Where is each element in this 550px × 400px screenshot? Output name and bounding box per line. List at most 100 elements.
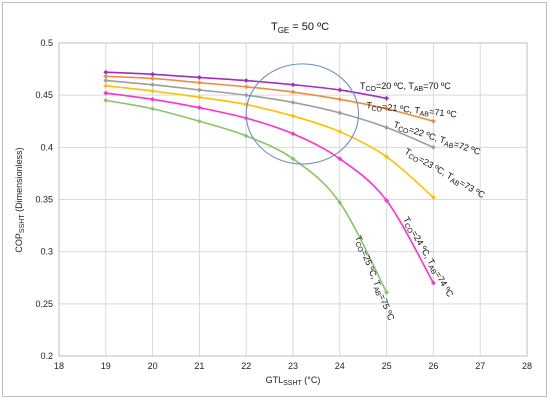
data-point xyxy=(337,156,343,162)
y-tick-label: 0.25 xyxy=(35,299,53,309)
y-tick-label: 0.45 xyxy=(35,90,53,100)
data-point xyxy=(150,71,155,77)
curve-label-part: T xyxy=(392,119,401,130)
data-point xyxy=(384,125,389,130)
y-tick-label: 0.4 xyxy=(40,142,53,152)
data-point xyxy=(337,87,343,93)
data-point xyxy=(337,110,343,116)
x-tick-label: 25 xyxy=(382,361,392,371)
data-point xyxy=(103,69,109,75)
data-point xyxy=(431,118,436,124)
data-point xyxy=(150,96,155,102)
x-tick-label: 28 xyxy=(522,361,532,371)
curve-label-part: AB xyxy=(449,177,461,188)
chart-title: TGE = 50 ºC xyxy=(271,21,329,35)
y-tick-label: 0.2 xyxy=(40,351,53,361)
x-tick-label: 26 xyxy=(428,361,438,371)
x-tick-label: 19 xyxy=(101,361,111,371)
data-point xyxy=(103,83,109,89)
data-point xyxy=(197,94,202,100)
curve-label-part: =71 ºC xyxy=(429,107,458,120)
y-tick-label: 0.5 xyxy=(40,38,53,48)
data-point xyxy=(150,82,155,88)
x-tick-labels: 18 19 20 21 22 23 24 25 26 27 28 xyxy=(54,361,532,371)
highlight-ellipse xyxy=(245,63,360,165)
y-tick-labels: 0.2 0.25 0.3 0.35 0.4 0.45 0.5 xyxy=(35,38,53,361)
data-point xyxy=(384,95,389,101)
data-point xyxy=(197,118,202,124)
x-axis-label: GTLSSHT (°C) xyxy=(266,375,321,387)
data-point xyxy=(337,200,343,206)
data-point xyxy=(197,75,202,80)
curve-label-part: =25 ºC, T xyxy=(359,249,383,288)
data-point xyxy=(197,80,202,86)
series-line-2 xyxy=(105,75,434,123)
x-tick-label: 22 xyxy=(241,361,251,371)
data-point xyxy=(431,280,436,286)
x-tick-label: 18 xyxy=(54,361,64,371)
curve-label-1: TCO=20 ºC, TAB=70 ºC xyxy=(360,81,451,93)
curve-label-part: =70 ºC xyxy=(423,81,451,91)
data-point xyxy=(290,156,296,162)
series-points xyxy=(103,69,436,295)
curve-label-2: TCO=21 ºC, TAB=71 ºC xyxy=(366,100,458,121)
curve-label-part: =23 ºC, T xyxy=(417,154,455,182)
curve-label-part: AB xyxy=(414,86,424,93)
y-tick-label: 0.3 xyxy=(40,247,53,257)
curve-label-part: =73 ºC xyxy=(458,178,487,201)
data-point xyxy=(243,102,249,107)
data-point xyxy=(431,195,436,200)
curve-label-part: AB xyxy=(371,286,381,298)
data-point xyxy=(290,113,296,119)
data-point xyxy=(431,144,436,150)
data-point xyxy=(384,106,389,112)
curve-label-part: =74 ºC xyxy=(433,270,456,299)
data-point xyxy=(243,133,249,139)
curve-label-6: TCO=25 ºC, TAB=75 ºC xyxy=(351,234,396,323)
curve-label-part: CO xyxy=(397,126,410,136)
series-line-5 xyxy=(105,92,435,284)
x-tick-label: 24 xyxy=(335,361,345,371)
curve-label-part: T xyxy=(403,146,413,158)
curve-label-5: TCO=24 ºC, TAB=74 ºC xyxy=(400,215,456,300)
data-point xyxy=(290,82,296,88)
y-axis-label: COPSSHT (Dimensionless) xyxy=(14,147,26,252)
data-point xyxy=(290,89,296,95)
data-point xyxy=(103,97,109,103)
data-point xyxy=(150,106,155,112)
data-point xyxy=(384,289,389,295)
series-line-3 xyxy=(105,79,434,149)
data-point xyxy=(384,198,389,203)
data-point xyxy=(243,78,249,83)
data-point xyxy=(290,100,296,105)
data-point xyxy=(243,92,249,98)
data-point xyxy=(337,129,343,135)
data-point xyxy=(150,76,155,81)
curve-label-part: CO xyxy=(402,222,414,235)
data-point xyxy=(150,88,155,94)
data-point xyxy=(103,78,109,83)
data-point xyxy=(103,73,109,79)
data-point xyxy=(337,96,343,102)
curve-label-part: AB xyxy=(426,264,437,276)
data-point xyxy=(197,105,202,111)
curve-label-part: =20 ºC, T xyxy=(376,81,414,91)
data-point xyxy=(197,87,202,93)
curve-label-part: T xyxy=(360,81,366,91)
data-point xyxy=(243,84,249,90)
curve-label-part: =75 ºC xyxy=(377,293,397,323)
x-tick-label: 20 xyxy=(148,361,158,371)
plot-area-border xyxy=(58,42,528,357)
data-point xyxy=(103,90,109,96)
curve-label-part: =21 ºC, T xyxy=(382,102,421,116)
curve-label-part: CO xyxy=(371,106,383,114)
y-tick-label: 0.35 xyxy=(35,195,53,205)
data-point xyxy=(384,154,389,160)
annotations xyxy=(245,63,360,165)
x-tick-label: 27 xyxy=(475,361,485,371)
series-line-4 xyxy=(105,84,434,199)
x-tick-label: 21 xyxy=(194,361,204,371)
curve-label-part: =72 ºC xyxy=(453,139,483,157)
